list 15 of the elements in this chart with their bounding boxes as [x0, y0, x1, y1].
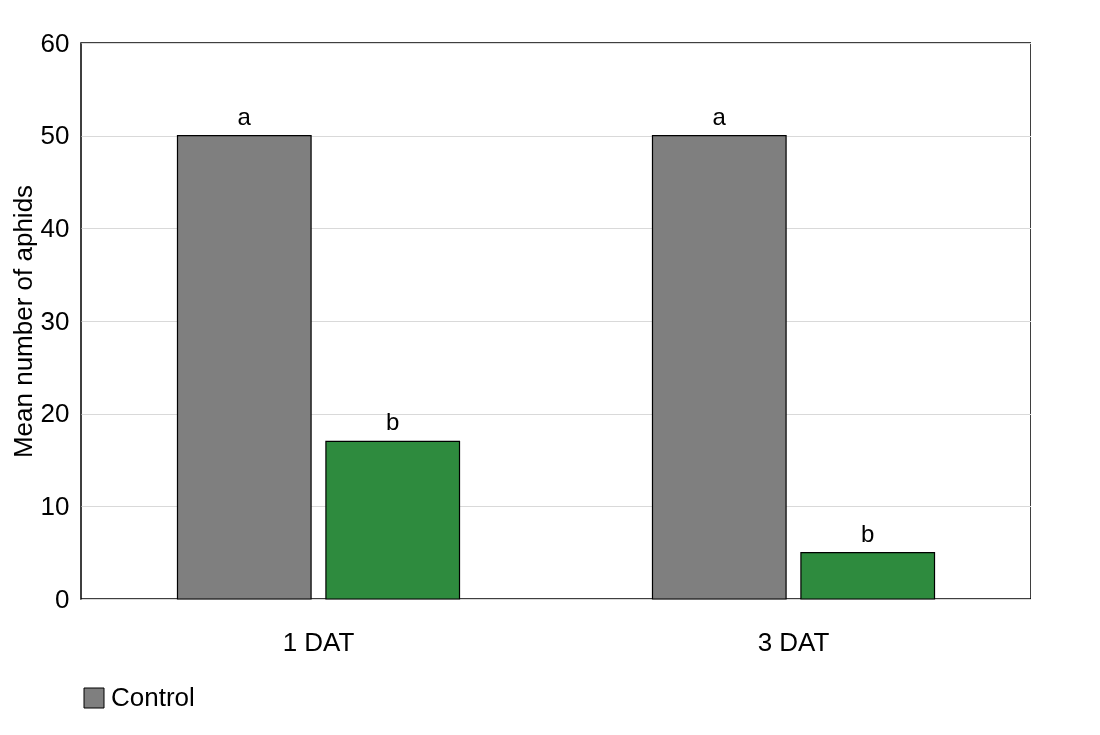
- legend-label: Control: [111, 682, 195, 712]
- y-tick-label: 60: [40, 27, 70, 58]
- y-tick-label: 0: [55, 583, 70, 614]
- y-tick-label: 20: [40, 398, 70, 429]
- x-tick-label: 1 DAT: [282, 626, 355, 657]
- y-tick-label: 10: [40, 490, 70, 521]
- data-label: a: [237, 102, 252, 130]
- data-label: b: [861, 519, 875, 547]
- data-label: b: [386, 408, 400, 436]
- y-tick-label: 30: [40, 305, 70, 336]
- y-axis-title: Mean number of aphids: [7, 184, 38, 459]
- x-tick-label: 3 DAT: [757, 626, 830, 657]
- y-tick-label: 50: [40, 120, 70, 151]
- y-tick-label: 40: [40, 212, 70, 243]
- data-label: a: [712, 102, 727, 130]
